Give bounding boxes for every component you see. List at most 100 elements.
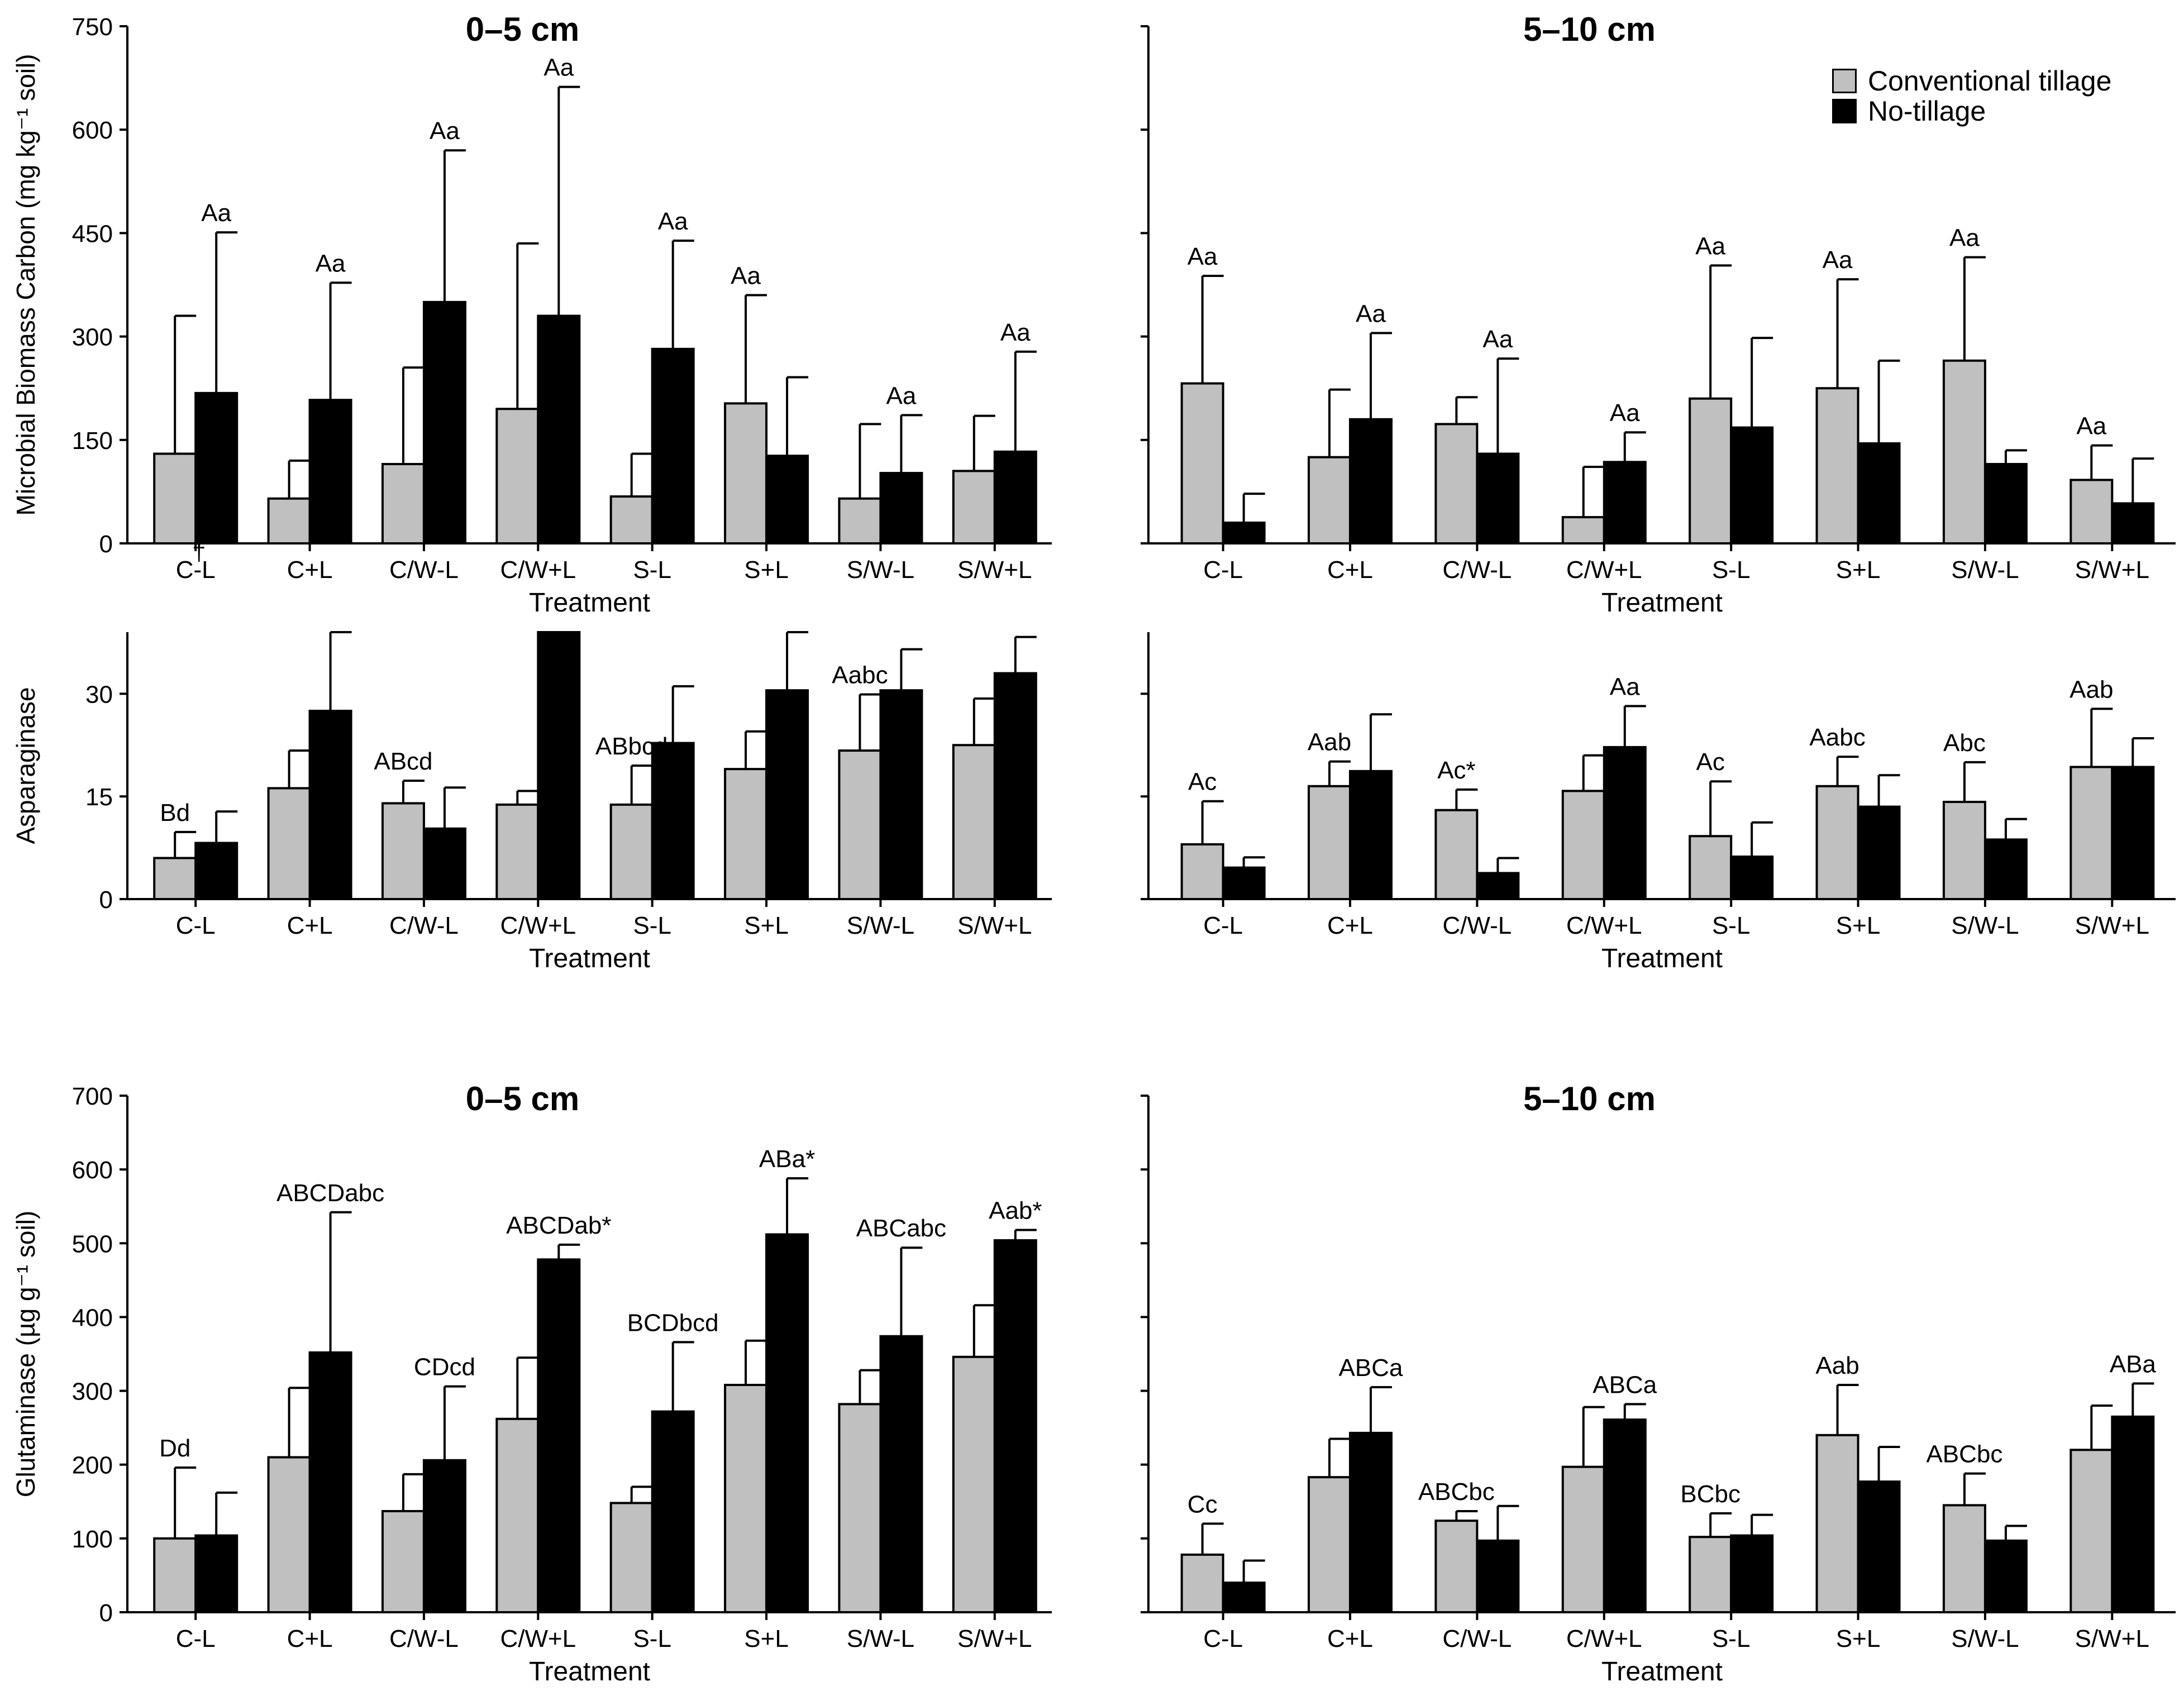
significance-label: Aa: [201, 199, 231, 227]
chart-panel-4: 0 100 200 300 400 500 600 700 0–5 cm Glutaminase …: [11, 1080, 1052, 1687]
x-axis-label: Treatment: [1601, 944, 1723, 973]
bar-no-tillage: [993, 1239, 1037, 1613]
x-axis-label: Treatment: [1601, 1657, 1723, 1687]
bar-no-tillage: [308, 709, 352, 900]
bar-no-tillage: [422, 1459, 466, 1613]
bar-no-tillage: [765, 689, 809, 900]
significance-label: ABCabc: [856, 1215, 946, 1242]
significance-label: ABcd: [374, 748, 432, 775]
significance-label: Aa: [886, 382, 917, 409]
x-tick-label: C/W+L: [1566, 912, 1642, 939]
chart-panel-2: 0 15 30 Asparaginase Treatment C-L Bd C+L C/W-L A…: [11, 631, 1052, 973]
legend-item-no-tillage: No-tillage: [1832, 95, 2111, 127]
x-tick-label: C+L: [287, 912, 333, 939]
bar-no-tillage: [993, 450, 1037, 544]
x-tick-label: S+L: [744, 1625, 789, 1652]
x-axis-label: Treatment: [529, 1657, 650, 1687]
bar-no-tillage: [1349, 1431, 1393, 1613]
x-tick-label: S/W+L: [2075, 1625, 2149, 1652]
bar-no-tillage: [1983, 463, 2028, 544]
bar-conventional: [1434, 1520, 1479, 1613]
x-tick-label: C+L: [287, 1625, 333, 1652]
bar-no-tillage: [1730, 1534, 1774, 1614]
significance-label: Ac: [1188, 768, 1217, 796]
x-tick-label: C/W-L: [1443, 556, 1512, 584]
y-tick-label: 600: [72, 117, 113, 144]
bar-conventional: [153, 1537, 197, 1614]
significance-label: Ac*: [1437, 757, 1475, 784]
y-tick-label: 700: [72, 1083, 113, 1110]
bar-conventional: [1815, 1434, 1859, 1614]
bar-no-tillage: [1603, 746, 1647, 901]
x-tick-label: S-L: [633, 1625, 671, 1652]
bar-no-tillage: [537, 314, 581, 544]
x-tick-label: S/W-L: [847, 1625, 914, 1652]
bar-conventional: [724, 768, 768, 900]
bar-no-tillage: [1983, 838, 2028, 901]
bar-conventional: [952, 470, 996, 544]
bar-conventional: [1180, 382, 1224, 544]
x-tick-label: C+L: [1327, 556, 1373, 584]
significance-label: Ac: [1696, 748, 1725, 776]
bar-conventional: [724, 402, 768, 544]
x-tick-label: C/W-L: [389, 1625, 459, 1652]
significance-label: Aa: [1695, 232, 1725, 260]
bar-no-tillage: [651, 742, 695, 900]
bar-conventional: [267, 1456, 311, 1613]
significance-label: ABCa: [1339, 1354, 1403, 1382]
significance-label: Aa: [1823, 246, 1853, 274]
bar-no-tillage: [194, 1534, 239, 1614]
bar-conventional: [952, 1355, 996, 1613]
bar-conventional: [153, 857, 197, 901]
bar-conventional: [1308, 456, 1352, 545]
bar-conventional: [838, 497, 882, 544]
significance-label: Aa: [1610, 399, 1640, 427]
x-axis-label: Treatment: [1601, 588, 1723, 618]
bar-conventional: [495, 803, 540, 901]
bar-conventional: [1815, 785, 1859, 901]
y-axis-label: Glutaminase (µg g⁻¹ soil): [11, 1211, 40, 1498]
bar-no-tillage: [1857, 805, 1901, 900]
bar-no-tillage: [1730, 856, 1774, 900]
bar-no-tillage: [308, 1351, 352, 1614]
x-tick-label: S/W+L: [2075, 556, 2149, 584]
bar-no-tillage: [1983, 1539, 2028, 1614]
bar-no-tillage: [765, 1233, 809, 1613]
bar-conventional: [381, 463, 425, 544]
x-tick-label: S-L: [633, 912, 671, 939]
significance-label: Aa: [1000, 319, 1031, 346]
x-axis-label: Treatment: [529, 588, 650, 618]
bar-no-tillage: [308, 399, 352, 544]
bar-conventional: [952, 744, 996, 900]
dagger-marker: †: [192, 538, 206, 566]
significance-label: Aab*: [989, 1197, 1042, 1225]
x-tick-label: S/W-L: [847, 912, 914, 939]
x-tick-label: C/W+L: [1566, 556, 1642, 584]
bar-conventional: [1942, 359, 1986, 545]
bar-no-tillage: [993, 672, 1037, 900]
significance-label: ABa*: [759, 1145, 815, 1173]
significance-label: BCDbcd: [627, 1309, 719, 1336]
y-axis-label: Microbial Biomass Carbon (mg kg⁻¹ soil): [11, 54, 40, 516]
significance-label: ABCa: [1592, 1371, 1657, 1398]
x-tick-label: C/W-L: [1443, 912, 1512, 939]
bar-no-tillage: [1857, 442, 1901, 544]
x-tick-label: C/W-L: [389, 556, 459, 584]
legend-item-conventional: Conventional tillage: [1832, 65, 2111, 97]
x-tick-label: S/W+L: [2075, 912, 2149, 939]
significance-label: Aa: [1483, 326, 1513, 353]
y-tick-label: 0: [99, 1599, 113, 1627]
bar-no-tillage: [422, 300, 466, 544]
y-tick-label: 450: [72, 220, 113, 247]
significance-label: Aa: [2076, 413, 2106, 440]
significance-label: ABCDab*: [506, 1212, 611, 1239]
bar-conventional: [381, 1509, 425, 1614]
x-tick-label: C-L: [176, 1625, 216, 1652]
bar-conventional: [1561, 1465, 1605, 1613]
x-tick-label: S+L: [744, 912, 789, 939]
bar-conventional: [495, 408, 540, 544]
significance-label: Aa: [1188, 243, 1218, 270]
bar-conventional: [267, 787, 311, 901]
y-tick-label: 200: [72, 1452, 113, 1479]
